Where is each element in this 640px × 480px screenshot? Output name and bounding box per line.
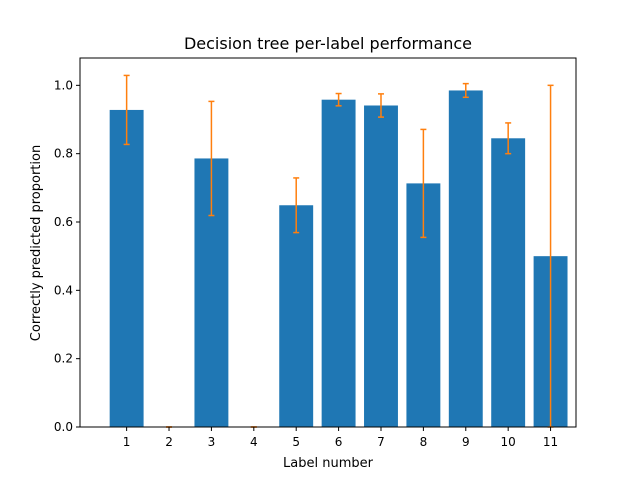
y-tick-label: 0.2: [54, 352, 73, 366]
bar: [321, 99, 356, 427]
y-axis-label: Correctly predicted proportion: [29, 145, 44, 341]
y-tick-label: 0.8: [54, 147, 73, 161]
x-tick-label: 10: [501, 435, 516, 449]
x-tick-label: 4: [250, 435, 258, 449]
x-tick-label: 3: [208, 435, 216, 449]
y-tick-label: 0.6: [54, 215, 73, 229]
x-tick-label: 7: [377, 435, 385, 449]
y-tick-label: 1.0: [54, 78, 73, 92]
x-tick-label: 9: [462, 435, 470, 449]
bar: [279, 205, 314, 427]
y-tick-label: 0.0: [54, 420, 73, 434]
x-tick-label: 11: [543, 435, 558, 449]
bar: [448, 90, 483, 427]
axes-frame: [79, 57, 577, 428]
bar: [109, 109, 144, 427]
bar: [491, 138, 526, 427]
x-tick-label: 1: [123, 435, 131, 449]
plot-area: 1 2 3 4 5 6 7 8 9 10 11 0.0 0.2 0.4 0.6 0.8 1.0: [54, 57, 577, 449]
y-tick-label: 0.4: [54, 283, 73, 297]
x-tick-label: 8: [420, 435, 428, 449]
x-axis-label: Label number: [283, 456, 374, 471]
x-tick-label: 5: [292, 435, 300, 449]
x-tick-label: 6: [335, 435, 343, 449]
bar: [364, 105, 398, 427]
x-tick-label: 2: [165, 435, 173, 449]
chart-title: Decision tree per-label performance: [184, 34, 472, 53]
